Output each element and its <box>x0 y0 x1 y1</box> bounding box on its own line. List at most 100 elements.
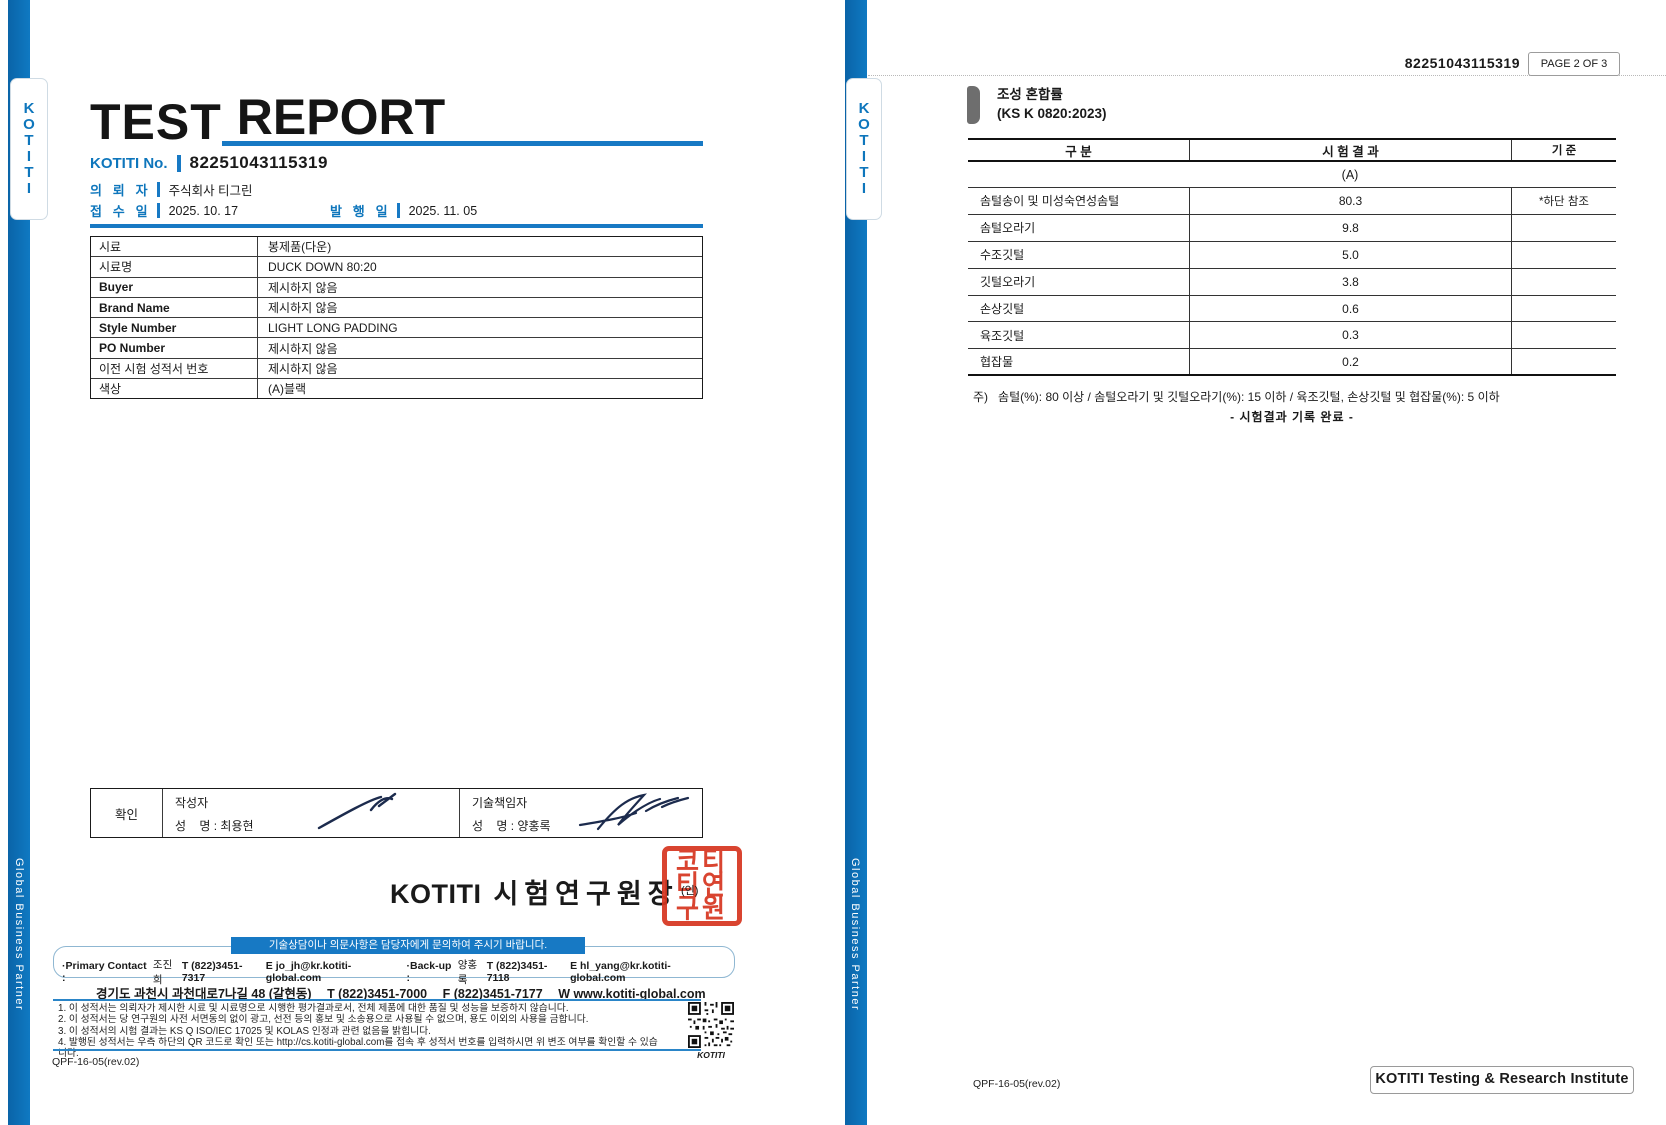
director-brand: KOTITI <box>390 879 482 909</box>
result-name: 깃털오라기 <box>980 275 1036 290</box>
kotiti-logo-left: K O T I T I <box>10 78 48 220</box>
writer-signature <box>317 792 397 830</box>
form-number-left: QPF-16-05(rev.02) <box>52 1056 140 1068</box>
footnote-rule-top <box>53 999 701 1001</box>
result-row: 손상깃털 0.6 <box>968 295 1616 323</box>
address-line: 경기도 과천시 과천대로7나길 48 (갈현동) T (822)3451-700… <box>90 983 706 1002</box>
result-row: 수조깃털 5.0 <box>968 241 1616 269</box>
result-name: 수조깃털 <box>980 248 1025 263</box>
sidebar-caption-left: Global Business Partner <box>13 858 25 1012</box>
writer-name: 성 명 : 최용현 <box>175 819 254 833</box>
sample-id-row: (A) <box>968 162 1616 188</box>
seal-glyphs: 구원 <box>675 893 728 925</box>
result-value: 0.3 <box>1189 322 1511 349</box>
result-table: 구 분 시 험 결 과 기 준 (A) 솜털송이 및 미성숙연성솜털 80.3 … <box>968 138 1616 377</box>
end-of-results-line: - 시험결과 기록 완료 - <box>1230 410 1354 424</box>
seal-glyphs: 코티 <box>675 847 728 878</box>
page-header-rule <box>868 75 1666 76</box>
separator-bar <box>156 182 160 197</box>
tech-role: 기술책임자 <box>472 796 528 810</box>
director-line: KOTITI 시험연구원장 <box>390 872 679 911</box>
row-value: (A)블랙 <box>268 382 307 397</box>
backup-contact-label: ·Back-up : <box>406 960 452 984</box>
result-value: 9.8 <box>1189 214 1511 241</box>
separator-bar <box>396 203 400 218</box>
contact-row: ·Primary Contact : 조진희 T (822)3451-7317 … <box>56 957 732 987</box>
client-label: 의 뢰 자 <box>90 183 148 198</box>
table-row: Buyer 제시하지 않음 <box>91 277 702 298</box>
title-report-underline: REPORT <box>221 92 703 146</box>
seal-glyphs: 티연 <box>675 870 728 901</box>
issued-date-row: 발 행 일 2025. 11. 05 <box>330 201 477 220</box>
writer-cell: 작성자 성 명 : 최용현 <box>163 789 460 837</box>
row-value: LIGHT LONG PADDING <box>268 320 398 335</box>
separator-bar <box>156 203 160 218</box>
section-method-text: (KS K 0820:2023) <box>997 106 1107 121</box>
institute-name-box: KOTITI Testing & Research Institute <box>1370 1066 1634 1094</box>
logo-letter: O <box>858 116 870 133</box>
table-row: Style Number LIGHT LONG PADDING <box>91 318 702 339</box>
result-criteria: *하단 참조 <box>1511 188 1616 214</box>
row-value: DUCK DOWN 80:20 <box>268 259 377 274</box>
page2-report-number: 82251043115319 <box>1404 55 1520 71</box>
received-date-label: 접 수 일 <box>90 204 148 219</box>
result-header-row: 구 분 시 험 결 과 기 준 <box>968 140 1616 162</box>
header-rule <box>90 224 703 228</box>
result-value: 80.3 <box>1189 188 1511 214</box>
row-value: 제시하지 않음 <box>268 301 338 316</box>
result-criteria <box>1511 268 1616 295</box>
result-name: 협잡물 <box>980 355 1014 370</box>
result-name: 육조깃털 <box>980 328 1025 343</box>
page-indicator: PAGE 2 OF 3 <box>1528 52 1620 76</box>
result-criteria <box>1511 295 1616 322</box>
table-row: 이전 시험 성적서 번호 제시하지 않음 <box>91 358 702 380</box>
primary-contact-email: E jo_jh@kr.kotiti-global.com <box>265 960 352 984</box>
primary-contact-name: 조진희 <box>152 959 173 986</box>
report-number-label: KOTITI No. <box>90 154 168 172</box>
report-number-value: 82251043115319 <box>189 153 328 172</box>
client-value: 주식회사 티그린 <box>168 184 253 198</box>
result-criteria <box>1511 241 1616 268</box>
row-label: Brand Name <box>91 297 258 318</box>
left-brand-strip <box>8 0 30 1125</box>
sample-id: (A) <box>1341 167 1359 182</box>
logo-letter: T <box>859 164 869 181</box>
result-name: 솜털송이 및 미성숙연성솜털 <box>980 194 1120 209</box>
row-value: 제시하지 않음 <box>268 341 338 356</box>
row-value: 제시하지 않음 <box>268 280 338 295</box>
section-bullet-icon <box>967 86 980 124</box>
section-title-text: 조성 혼합률 <box>997 87 1063 102</box>
logo-letter: T <box>24 164 34 181</box>
sample-info-table: 시료 봉제품(다운) 시료명 DUCK DOWN 80:20 Buyer 제시하… <box>90 236 703 400</box>
result-row: 협잡물 0.2 <box>968 349 1616 377</box>
result-name: 솜털오라기 <box>980 221 1036 236</box>
issued-date-value: 2025. 11. 05 <box>408 203 478 218</box>
header-category: 구 분 <box>1065 144 1092 159</box>
table-row: 시료 봉제품(다운) <box>91 237 702 258</box>
writer-role: 작성자 <box>175 796 209 810</box>
header-criteria: 기 준 <box>1511 140 1616 160</box>
director-title: 시험연구원장 <box>493 879 679 909</box>
row-label: Style Number <box>91 318 258 338</box>
table-row: 시료명 DUCK DOWN 80:20 <box>91 257 702 278</box>
result-row: 솜털오라기 9.8 <box>968 214 1616 242</box>
result-value: 3.8 <box>1189 268 1511 295</box>
result-criteria <box>1511 322 1616 349</box>
backup-contact-name: 양홍록 <box>457 959 478 986</box>
fax-text: F (822)3451-7177 <box>442 987 543 1001</box>
logo-letter: I <box>26 180 32 197</box>
logo-letter: I <box>861 180 867 197</box>
footnote-line: 1. 이 성적서는 의뢰자가 제시한 시료 및 시료명으로 시행한 평가결과로서… <box>58 1003 569 1014</box>
logo-letter: T <box>24 132 34 149</box>
header-result: 시 험 결 과 <box>1189 140 1511 160</box>
official-seal: 코티 티연 구원 <box>662 846 742 926</box>
address-text: 경기도 과천시 과천대로7나길 48 (갈현동) <box>96 987 312 1001</box>
form-number-right: QPF-16-05(rev.02) <box>973 1078 1061 1090</box>
title-test: TEST <box>90 94 222 150</box>
tel-text: T (822)3451-7000 <box>327 987 428 1001</box>
row-label: PO Number <box>91 338 258 358</box>
row-label: 시료 <box>91 237 258 257</box>
footnote-line: 2. 이 성적서는 당 연구원의 사전 서면동의 없이 광고, 선전 등의 홍보… <box>58 1014 589 1026</box>
received-date-row: 접 수 일 2025. 10. 17 <box>90 201 238 220</box>
